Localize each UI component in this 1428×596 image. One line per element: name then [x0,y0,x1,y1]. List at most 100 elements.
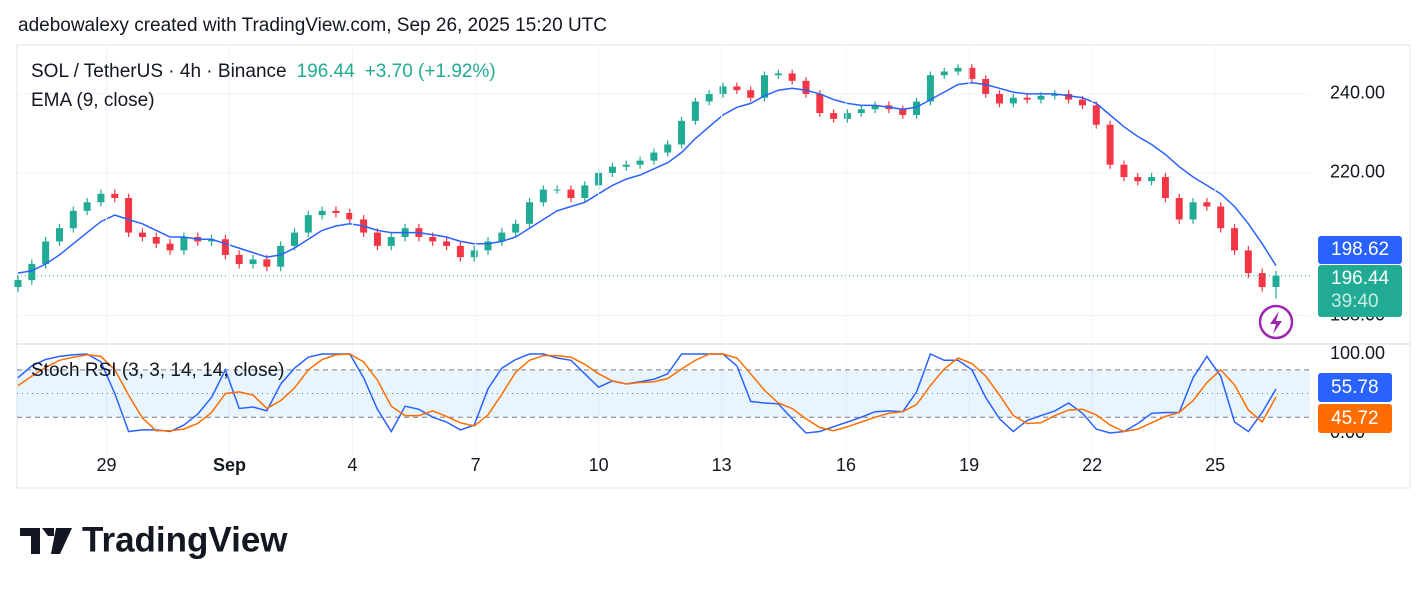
candle-body [332,210,340,213]
value-tag [1318,404,1392,433]
candle-body [55,228,63,242]
value-tag [1318,373,1392,402]
candle-body [429,236,437,242]
x-tick-label: 10 [589,455,609,475]
candle-body [208,239,216,242]
candle-body [774,73,782,76]
x-tick-label: 13 [712,455,732,475]
x-tick-label: Sep [213,455,246,475]
x-tick-label: 7 [471,455,481,475]
candle-body [1120,164,1128,178]
x-tick-label: 4 [348,455,358,475]
candle-body [1009,97,1017,104]
price-tag-label: 196.44 [1331,268,1390,289]
candle-body [913,101,921,115]
candle-body [1189,202,1197,220]
candle-body [318,210,326,216]
candle-body [1175,198,1183,220]
y-tick-label: 240.00 [1330,83,1385,103]
candle-body [761,75,769,98]
candle-body [1148,177,1156,182]
candle-body [346,212,354,220]
value-tag-label: 45.72 [1331,408,1379,429]
candle-body [111,193,119,199]
candle-body [982,78,990,94]
ema-price-label: 198.62 [1331,239,1389,260]
footer-logo: TradingView [20,520,288,559]
x-tick-label: 16 [836,455,856,475]
candle-body [152,236,160,244]
stoch-line [17,352,1277,434]
candle-body [221,239,229,255]
candle-body [1023,97,1031,100]
candle-body [498,232,506,242]
candle-body [567,189,575,199]
chart-frame [16,44,1411,489]
candle-body [650,152,658,161]
candle-body [1092,105,1100,125]
candle-body [788,73,796,81]
candle-body [733,86,741,91]
logo-icon [20,528,72,554]
legend-indicator: EMA (9, close) [31,90,155,111]
overlay: SOL / TetherUS · 4h · Binance 196.44 +3.70… [31,61,1402,433]
candle-body [691,101,699,121]
candle-body [42,241,50,264]
candle-body [954,67,962,72]
candle-body [664,144,672,153]
value-tag-label: 55.78 [1331,377,1379,398]
candle-body [581,185,589,199]
candle-body [235,254,243,264]
candle-body [387,236,395,246]
candle-body [1272,275,1280,288]
candle-body [1161,177,1169,199]
candle-body [1134,177,1142,182]
candle-body [373,232,381,246]
candle-body [899,109,907,115]
candle-body [622,164,630,167]
candle-body [138,232,146,237]
candle-body [1037,95,1045,100]
indicator-title: Stoch RSI (3, 3, 14, 14, close) [31,360,284,381]
stoch-line [17,353,1277,433]
candle-body [608,166,616,173]
y-tick-label: 220.00 [1330,162,1385,182]
candle-body [484,241,492,251]
alert-bolt [1270,311,1282,334]
x-tick-label: 22 [1082,455,1102,475]
candle-body [97,193,105,203]
candle-body [719,86,727,94]
candle-body [1217,206,1225,229]
legend-title: SOL / TetherUS · 4h · Binance [31,61,287,82]
candle-body [14,280,22,288]
candle-body [249,259,257,264]
logo-text: TradingView [82,520,288,559]
header-text: adebowalexy created with TradingView.com… [18,15,607,36]
candle-body [1051,93,1059,96]
candle-body [705,93,713,102]
candle-body [830,113,838,119]
x-tick-label: 25 [1205,455,1225,475]
candle-body [470,250,478,258]
candle-body [83,202,91,211]
candle-body [816,93,824,114]
candle-body [180,236,188,251]
candle-body [553,189,561,191]
candle-body [678,120,686,145]
candle-body [1244,250,1252,274]
candle-body [968,67,976,79]
candle-body [263,259,271,267]
candle-body [539,189,547,203]
legend-price: 196.44 [297,61,356,82]
candle-body [525,202,533,224]
candle-body [125,198,133,233]
price-tag [1318,265,1402,317]
candle-body [166,243,174,251]
candle-body [747,90,755,98]
candle-body [1065,93,1073,100]
candle-body [871,105,879,110]
legend-change: +3.70 (+1.92%) [365,61,496,82]
